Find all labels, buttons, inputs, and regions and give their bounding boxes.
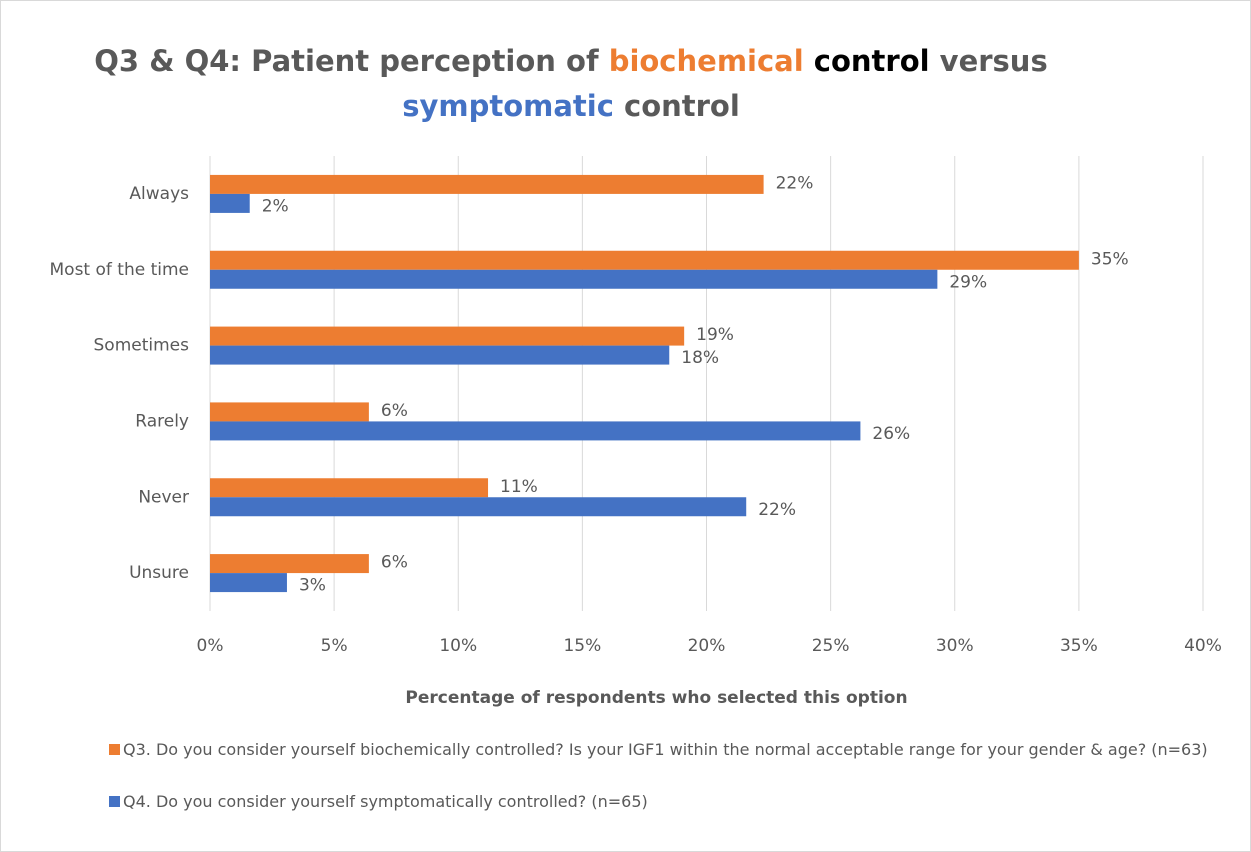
legend-swatch — [109, 796, 120, 807]
plot: Q3 & Q4: Patient perception of biochemic… — [50, 44, 1222, 708]
data-label: 29% — [949, 272, 987, 292]
legend-swatch — [109, 744, 120, 755]
title-part: symptomatic — [402, 89, 614, 123]
data-label: 11% — [500, 477, 538, 497]
data-label: 6% — [381, 401, 408, 421]
title-part: control — [804, 44, 930, 78]
data-label: 3% — [299, 576, 326, 596]
data-label: 35% — [1091, 249, 1129, 269]
data-label: 18% — [681, 348, 719, 368]
bar — [210, 250, 1079, 270]
x-tick-label: 20% — [688, 636, 726, 656]
bar — [210, 573, 287, 593]
bar — [210, 421, 861, 441]
legend-entry: Q3. Do you consider yourself biochemical… — [109, 737, 1219, 763]
data-label: 26% — [872, 424, 910, 444]
bar — [210, 269, 938, 289]
bar — [210, 402, 369, 422]
bar — [210, 497, 747, 517]
y-tick-label: Most of the time — [50, 260, 190, 280]
y-tick-label: Sometimes — [94, 336, 190, 356]
data-label: 22% — [776, 173, 814, 193]
legend-entry: Q4. Do you consider yourself symptomatic… — [109, 789, 1219, 815]
bar — [210, 345, 670, 365]
x-tick-label: 35% — [1060, 636, 1098, 656]
y-tick-label: Rarely — [135, 411, 189, 431]
x-tick-label: 15% — [563, 636, 601, 656]
data-label: 6% — [381, 553, 408, 573]
legend-label: Q4. Do you consider yourself symptomatic… — [123, 792, 648, 811]
x-axis-label: Percentage of respondents who selected t… — [405, 688, 907, 708]
x-tick-label: 10% — [439, 636, 477, 656]
chart-title: Q3 & Q4: Patient perception of biochemic… — [94, 44, 1047, 78]
data-label: 22% — [758, 500, 796, 520]
x-tick-label: 5% — [321, 636, 348, 656]
legend: Q3. Do you consider yourself biochemical… — [109, 737, 1219, 841]
data-label: 19% — [696, 325, 734, 345]
bar — [210, 554, 369, 574]
data-label: 2% — [262, 196, 289, 216]
legend-label: Q3. Do you consider yourself biochemical… — [123, 740, 1208, 759]
y-tick-label: Never — [138, 487, 189, 507]
y-tick-label: Unsure — [129, 563, 189, 583]
y-tick-label: Always — [129, 184, 189, 204]
x-tick-label: 30% — [936, 636, 974, 656]
chart-title: symptomatic control — [402, 89, 740, 123]
x-tick-label: 0% — [197, 636, 224, 656]
title-part: Q3 & Q4: Patient perception of — [94, 44, 608, 78]
bar — [210, 174, 764, 194]
title-part: control — [614, 89, 740, 123]
title-part: versus — [930, 44, 1048, 78]
x-tick-label: 40% — [1184, 636, 1222, 656]
x-tick-label: 25% — [812, 636, 850, 656]
bar — [210, 193, 250, 213]
bar — [210, 478, 489, 498]
bar — [210, 326, 685, 346]
title-part: biochemical — [609, 44, 804, 78]
